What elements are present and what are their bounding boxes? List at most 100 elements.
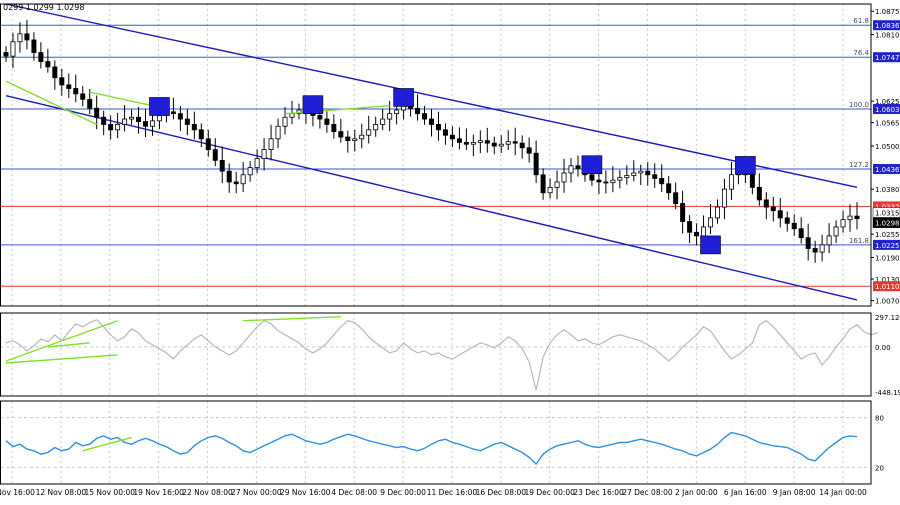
candle-body — [226, 170, 232, 183]
candle-body — [491, 142, 497, 147]
candle-body — [87, 98, 93, 109]
y-tick-label: 1.0070 — [875, 298, 900, 306]
candle-body — [282, 116, 288, 127]
x-tick-label: 19 Dec 00:00 — [524, 488, 575, 497]
candle-body — [477, 140, 483, 143]
candle-body — [331, 124, 337, 133]
candle-body — [533, 152, 539, 176]
fib-price-tag-text: 1.0225 — [875, 242, 900, 250]
candle-body — [833, 226, 839, 237]
candle-body — [568, 165, 574, 174]
candle-body — [366, 129, 372, 136]
candle-body — [456, 138, 462, 143]
candle-body — [498, 143, 504, 147]
candle-body — [645, 170, 651, 176]
fib-price-tag-text: 1.0436 — [875, 166, 900, 174]
fib-level-label: 100.0 — [849, 101, 869, 109]
x-tick-label: 19 Nov 16:00 — [133, 488, 184, 497]
candle-body — [387, 113, 393, 120]
x-tick-label: 27 Nov 00:00 — [231, 488, 282, 497]
candle-body — [721, 188, 727, 208]
candle-body — [240, 174, 246, 185]
candle-body — [847, 215, 853, 221]
candle-body — [275, 125, 281, 140]
candle-body — [484, 140, 490, 144]
candle-body — [24, 33, 30, 41]
candle-body — [624, 175, 630, 179]
candle-body — [470, 142, 476, 145]
candle-body — [826, 235, 832, 246]
candle-body — [352, 138, 358, 142]
candle-body — [756, 186, 762, 201]
candle-body — [415, 107, 421, 115]
y-tick-label: 1.0810 — [875, 32, 900, 40]
candle-body — [94, 107, 100, 118]
signal-marker — [735, 156, 756, 175]
rsi-indicator — [0, 417, 871, 468]
candle-body — [840, 219, 846, 228]
fib-level-label: 61.8 — [853, 17, 869, 25]
candle-body — [770, 206, 776, 212]
fib-price-tag — [873, 164, 900, 175]
candle-body — [156, 115, 162, 122]
candle-body — [728, 174, 734, 190]
x-tick-label: 16 Dec 08:00 — [476, 488, 527, 497]
candle-body — [3, 52, 9, 57]
candle-body — [652, 174, 658, 179]
candle-body — [10, 41, 16, 57]
candle-body — [708, 217, 714, 228]
candle-body — [610, 179, 616, 184]
fib-price-tag-text: 1.0836 — [875, 22, 900, 30]
fib-level-label: 127.2 — [849, 161, 869, 169]
red-price-tag — [873, 281, 900, 292]
candle-body — [219, 159, 225, 172]
horizontal-levels: 61.8 76.4 100.0 127.2 161.8 — [0, 17, 871, 287]
candle-body — [31, 39, 37, 53]
fib-price-tag — [873, 239, 900, 250]
divergence-line — [89, 91, 153, 107]
rsi-tick-label: 20 — [875, 464, 884, 472]
candle-body — [247, 167, 253, 176]
y-tick-label: 1.0565 — [875, 120, 900, 128]
candle-body — [714, 206, 720, 219]
symbol-readout: 0299 1.0299 1.0298 — [3, 3, 84, 12]
candle-body — [268, 138, 274, 151]
x-tick-label: 23 Dec 16:00 — [573, 488, 624, 497]
candle-body — [73, 88, 79, 95]
red-price-tag-text: 1.0110 — [875, 283, 900, 291]
signal-marker — [393, 88, 414, 107]
x-tick-label: 12 Nov 08:00 — [36, 488, 87, 497]
price-tag-text: 1.0315 — [875, 210, 900, 218]
candle-body — [101, 116, 107, 125]
fib-level-label: 76.4 — [853, 49, 869, 57]
candle-body — [575, 165, 581, 169]
candle-body — [108, 124, 114, 131]
cci-line — [5, 318, 879, 391]
candle-body — [805, 237, 811, 249]
cci-divergence-line — [243, 316, 341, 322]
candle-body — [233, 181, 239, 185]
candle-body — [449, 134, 455, 140]
signal-marker — [149, 97, 170, 116]
signal-marker — [581, 155, 603, 175]
candle-body — [540, 174, 546, 194]
candle-body — [784, 217, 790, 224]
candle-body — [317, 115, 323, 120]
candle-body — [442, 129, 448, 136]
rsi-line — [5, 431, 858, 466]
candle-body — [791, 222, 797, 230]
candle-body — [638, 170, 644, 174]
candle-body — [687, 221, 693, 233]
candle-body — [170, 111, 176, 115]
x-tick-label: 9 Dec 00:00 — [380, 488, 426, 497]
candle-body — [749, 174, 755, 188]
candle-body — [177, 113, 183, 120]
candle-body — [617, 177, 623, 181]
signal-markers — [149, 88, 756, 255]
cci-tick-label: 297.1261 — [875, 314, 900, 322]
divergence-line — [5, 80, 97, 126]
x-tick-label: 4 Dec 08:00 — [331, 488, 377, 497]
candle-body — [261, 149, 267, 159]
